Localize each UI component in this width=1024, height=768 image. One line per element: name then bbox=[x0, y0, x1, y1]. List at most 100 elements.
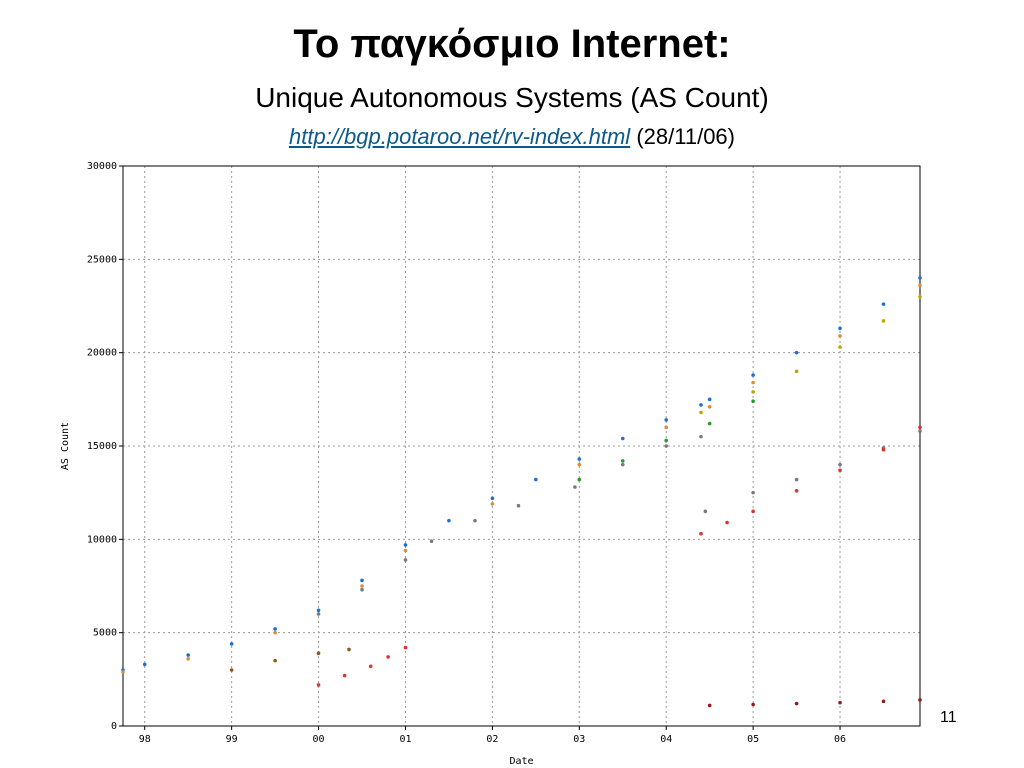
data-point bbox=[699, 403, 703, 407]
data-point bbox=[881, 319, 886, 323]
data-point bbox=[751, 380, 755, 385]
y-tick-label: 10000 bbox=[87, 534, 117, 545]
data-point bbox=[316, 651, 321, 655]
data-point bbox=[918, 283, 922, 288]
data-point bbox=[794, 489, 799, 493]
data-point bbox=[838, 462, 842, 467]
y-tick-label: 5000 bbox=[93, 628, 117, 639]
data-point bbox=[751, 509, 755, 514]
series-6 bbox=[316, 425, 922, 687]
data-point bbox=[838, 345, 842, 349]
series-5 bbox=[316, 429, 922, 616]
data-point bbox=[347, 647, 351, 652]
data-point bbox=[794, 369, 799, 374]
data-point bbox=[707, 397, 712, 402]
data-point bbox=[918, 276, 922, 280]
data-point bbox=[838, 700, 842, 705]
x-tick-label: 01 bbox=[399, 734, 411, 745]
data-point bbox=[403, 548, 408, 553]
series-4 bbox=[577, 399, 755, 482]
data-point bbox=[707, 405, 712, 409]
data-point bbox=[342, 673, 347, 678]
data-point bbox=[360, 587, 364, 592]
series-7 bbox=[229, 647, 351, 672]
series-8 bbox=[707, 698, 922, 708]
data-point bbox=[229, 668, 234, 672]
data-point bbox=[360, 578, 364, 583]
data-point bbox=[794, 701, 799, 706]
data-point bbox=[229, 642, 234, 646]
data-point bbox=[447, 518, 451, 523]
data-point bbox=[620, 436, 625, 441]
y-tick-label: 30000 bbox=[87, 161, 117, 172]
data-point bbox=[186, 657, 190, 661]
data-point bbox=[403, 543, 408, 547]
data-point bbox=[403, 558, 408, 562]
source-link[interactable]: http://bgp.potaroo.net/rv-index.html bbox=[289, 124, 631, 149]
data-point bbox=[838, 326, 842, 331]
data-point bbox=[403, 645, 408, 650]
data-point bbox=[703, 509, 708, 514]
data-point bbox=[620, 459, 625, 463]
data-point bbox=[751, 390, 755, 394]
data-point bbox=[316, 683, 321, 687]
data-point bbox=[881, 699, 886, 704]
x-tick-label: 04 bbox=[660, 734, 672, 745]
series-2 bbox=[121, 283, 922, 674]
y-tick-label: 0 bbox=[111, 721, 117, 732]
data-point bbox=[429, 539, 434, 543]
data-point bbox=[751, 490, 755, 495]
y-tick-label: 25000 bbox=[87, 254, 117, 265]
x-tick-label: 05 bbox=[747, 734, 759, 745]
data-point bbox=[386, 655, 390, 659]
data-point bbox=[881, 447, 886, 452]
data-point bbox=[918, 425, 922, 430]
x-tick-label: 03 bbox=[573, 734, 585, 745]
data-point bbox=[664, 425, 669, 430]
data-point bbox=[881, 302, 886, 306]
data-point bbox=[490, 496, 495, 501]
data-point bbox=[273, 658, 277, 663]
series-1 bbox=[121, 276, 922, 672]
data-point bbox=[794, 350, 799, 355]
data-point bbox=[273, 630, 277, 635]
data-point bbox=[360, 584, 364, 588]
page-number: 11 bbox=[940, 709, 957, 726]
data-point bbox=[707, 421, 712, 426]
data-point bbox=[794, 477, 799, 482]
y-tick-label: 20000 bbox=[87, 348, 117, 359]
data-point bbox=[664, 444, 669, 448]
source-date: (28/11/06) bbox=[636, 124, 735, 149]
data-point bbox=[838, 468, 842, 473]
data-point bbox=[918, 698, 922, 702]
x-axis-label: Date bbox=[509, 756, 533, 767]
data-point bbox=[838, 334, 842, 338]
data-point bbox=[751, 373, 755, 377]
data-point bbox=[316, 612, 321, 616]
data-point bbox=[725, 520, 729, 525]
series-3 bbox=[699, 294, 922, 415]
data-point bbox=[751, 702, 755, 707]
x-tick-label: 98 bbox=[139, 734, 151, 745]
plot-frame bbox=[122, 165, 921, 727]
slide-title: Το παγκόσμιο Internet: bbox=[293, 22, 731, 66]
data-point bbox=[368, 664, 373, 669]
data-point bbox=[620, 462, 625, 467]
data-point bbox=[577, 457, 582, 461]
y-tick-label: 15000 bbox=[87, 441, 117, 452]
data-point bbox=[918, 294, 922, 299]
data-point bbox=[577, 477, 582, 482]
data-point bbox=[699, 434, 703, 439]
x-tick-label: 06 bbox=[834, 734, 846, 745]
data-point bbox=[707, 703, 712, 708]
slide-subtitle: Unique Autonomous Systems (AS Count) bbox=[255, 82, 769, 113]
data-point bbox=[316, 608, 321, 613]
data-point bbox=[121, 670, 125, 674]
data-point bbox=[473, 518, 477, 523]
plot-area bbox=[123, 166, 920, 726]
data-point bbox=[918, 429, 922, 433]
data-point bbox=[490, 502, 495, 506]
x-tick-label: 02 bbox=[486, 734, 498, 745]
data-point bbox=[273, 627, 277, 631]
